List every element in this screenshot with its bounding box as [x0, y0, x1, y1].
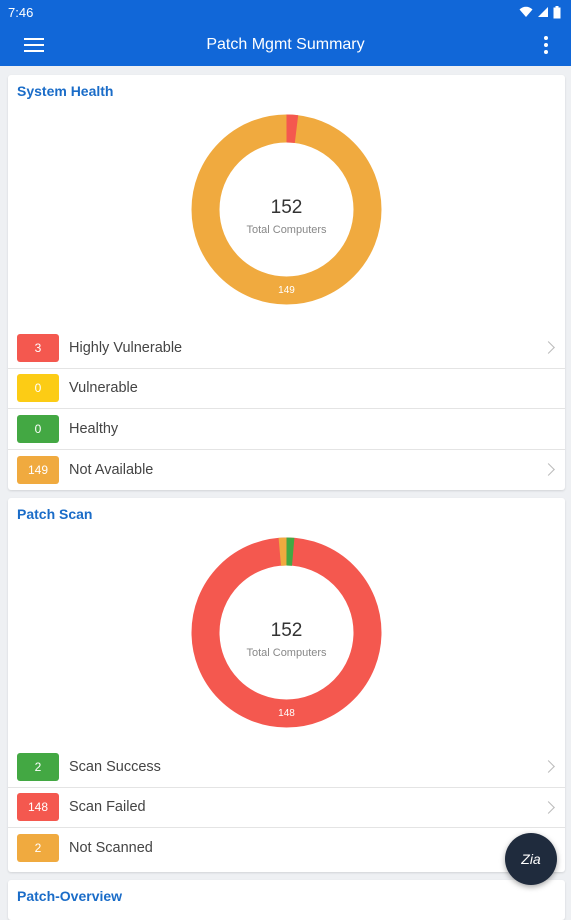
- system-health-list: 3 Highly Vulnerable 0 Vulnerable 0 Healt…: [8, 328, 565, 490]
- system-health-title: System Health: [17, 83, 113, 99]
- status-bar: 7:46: [0, 0, 571, 24]
- list-item-label: Healthy: [69, 421, 118, 437]
- battery-icon: [553, 6, 561, 19]
- patch-scan-segment-label: 148: [190, 708, 383, 719]
- status-icons: [519, 6, 561, 19]
- list-item-label: Scan Success: [69, 759, 161, 775]
- list-item-highly-vulnerable[interactable]: 3 Highly Vulnerable: [8, 328, 565, 369]
- system-health-card: System Health 152 Total Computers 149 3 …: [8, 75, 565, 490]
- system-health-donut[interactable]: 152 Total Computers 149: [190, 113, 383, 306]
- list-item-not-scanned[interactable]: 2 Not Scanned: [8, 828, 565, 869]
- count-badge: 2: [17, 753, 59, 781]
- count-badge: 149: [17, 456, 59, 484]
- chevron-right-icon: [542, 760, 555, 773]
- patch-overview-title: Patch-Overview: [17, 888, 122, 904]
- list-item-label: Highly Vulnerable: [69, 340, 182, 356]
- list-item-healthy[interactable]: 0 Healthy: [8, 409, 565, 450]
- system-health-segment-label: 149: [190, 285, 383, 296]
- more-options-icon[interactable]: [543, 36, 549, 54]
- patch-overview-card: Patch-Overview: [8, 880, 565, 920]
- patch-scan-total: 152: [190, 620, 383, 642]
- hamburger-menu-icon[interactable]: [24, 38, 44, 52]
- status-time: 7:46: [8, 5, 33, 20]
- donut-segment-highly-vulnerable: [287, 128, 297, 129]
- count-badge: 2: [17, 834, 59, 862]
- list-item-label: Not Scanned: [69, 840, 153, 856]
- chevron-right-icon: [542, 463, 555, 476]
- patch-scan-donut[interactable]: 152 Total Computers 148: [190, 536, 383, 729]
- system-health-total-label: Total Computers: [190, 224, 383, 236]
- zia-assistant-button[interactable]: Zia: [505, 833, 557, 885]
- app-header: 7:46 Patch Mgmt Summary: [0, 0, 571, 66]
- list-item-label: Scan Failed: [69, 799, 146, 815]
- chevron-right-icon: [542, 341, 555, 354]
- signal-icon: [537, 6, 549, 18]
- list-item-label: Vulnerable: [69, 380, 138, 396]
- list-item-vulnerable[interactable]: 0 Vulnerable: [8, 369, 565, 410]
- list-item-label: Not Available: [69, 462, 153, 478]
- zia-icon: Zia: [521, 851, 540, 867]
- patch-scan-list: 2 Scan Success 148 Scan Failed 2 Not Sca…: [8, 747, 565, 869]
- list-item-not-available[interactable]: 149 Not Available: [8, 450, 565, 491]
- app-bar: Patch Mgmt Summary: [0, 24, 571, 66]
- system-health-total: 152: [190, 197, 383, 219]
- count-badge: 0: [17, 415, 59, 443]
- patch-scan-card: Patch Scan 152 Total Computers 148 2 Sca…: [8, 498, 565, 872]
- wifi-icon: [519, 6, 533, 18]
- patch-scan-title: Patch Scan: [17, 506, 92, 522]
- count-badge: 3: [17, 334, 59, 362]
- count-badge: 148: [17, 793, 59, 821]
- list-item-scan-failed[interactable]: 148 Scan Failed: [8, 788, 565, 829]
- page-title: Patch Mgmt Summary: [206, 36, 364, 54]
- count-badge: 0: [17, 374, 59, 402]
- list-item-scan-success[interactable]: 2 Scan Success: [8, 747, 565, 788]
- chevron-right-icon: [542, 801, 555, 814]
- patch-scan-total-label: Total Computers: [190, 647, 383, 659]
